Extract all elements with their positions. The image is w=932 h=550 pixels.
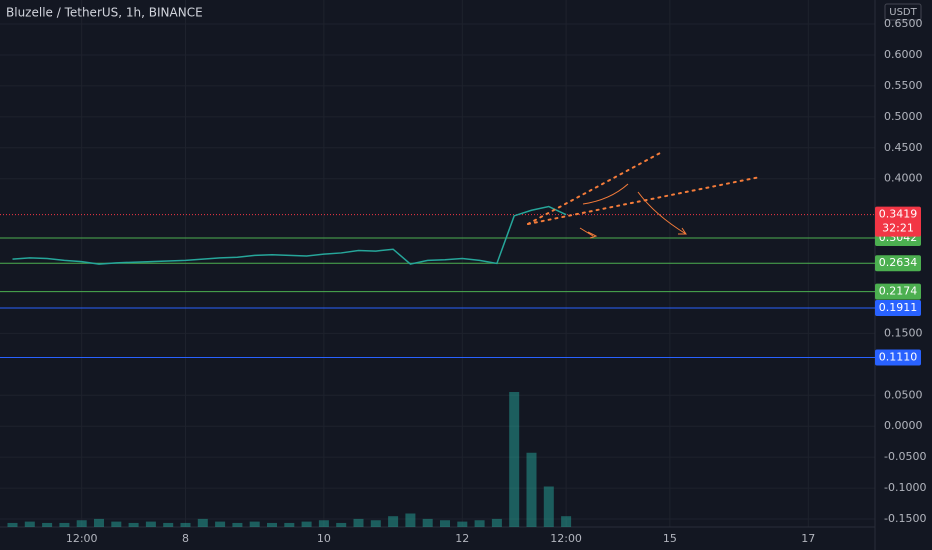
volume-bar xyxy=(267,522,277,527)
volume-bar xyxy=(561,516,572,527)
volume-bar xyxy=(42,522,53,527)
volume-bar xyxy=(353,518,364,527)
volume-bar xyxy=(491,518,502,527)
y-tick-label: 0.6000 xyxy=(884,48,923,61)
y-tick-label: -0.0500 xyxy=(884,450,926,463)
arrow-path xyxy=(579,227,598,239)
level-label: 0.1110 xyxy=(879,351,918,364)
x-tick-label: 10 xyxy=(317,532,331,545)
y-tick-label: 0.0500 xyxy=(884,388,923,401)
volume-bar xyxy=(180,522,191,527)
currency: USDT xyxy=(889,7,917,18)
volume-bar xyxy=(59,522,70,527)
y-tick-label: 0.1500 xyxy=(884,326,923,339)
trend-line xyxy=(527,176,761,225)
volume-bar xyxy=(197,518,208,527)
volume-bar xyxy=(94,518,104,527)
volume-bar xyxy=(422,518,433,527)
trend-line xyxy=(527,151,663,225)
volume-bar xyxy=(301,521,312,527)
y-tick-label: -0.1500 xyxy=(884,512,926,525)
volume-bar xyxy=(232,522,243,527)
x-tick-label: 12:00 xyxy=(550,532,582,545)
level-label: 0.2174 xyxy=(879,285,918,298)
volume-bar xyxy=(145,521,156,527)
volume xyxy=(7,392,572,527)
volume-bar xyxy=(163,522,174,527)
volume-bar xyxy=(543,486,554,527)
arrow-path xyxy=(582,183,629,205)
x-tick-label: 8 xyxy=(182,532,189,545)
x-tick-label: 17 xyxy=(801,532,815,545)
level-badge xyxy=(875,255,921,272)
level-label: 0.1911 xyxy=(879,301,918,314)
volume-bar xyxy=(128,522,139,527)
volume-bar xyxy=(215,521,226,527)
y-tick-label: 0.6500 xyxy=(884,17,923,30)
x-tick-label: 15 xyxy=(663,532,677,545)
volume-bar xyxy=(336,522,347,527)
level-label: 0.2634 xyxy=(879,256,918,269)
y-tick-label: 0.5000 xyxy=(884,110,923,123)
y-tick-label: 0.4500 xyxy=(884,141,923,154)
y-tick-label: 0.4000 xyxy=(884,172,923,185)
volume-bar xyxy=(24,521,35,527)
volume-bar xyxy=(284,522,295,527)
level-badge xyxy=(875,299,921,316)
arrow-path xyxy=(637,191,687,235)
volume-bar xyxy=(457,521,468,527)
x-tick-label: 12 xyxy=(455,532,469,545)
y-tick-label: 0.0000 xyxy=(884,419,923,432)
y-tick-label: -0.1000 xyxy=(884,481,926,494)
current-label: 0.3419 xyxy=(879,208,918,221)
volume-bar xyxy=(111,521,122,527)
volume-bar xyxy=(7,522,18,527)
current-badge xyxy=(875,206,921,237)
currency-badge xyxy=(884,3,922,21)
level-badge xyxy=(875,349,921,366)
volume-bar xyxy=(76,520,87,527)
y-tick-label: 0.5500 xyxy=(884,79,923,92)
price-line xyxy=(12,205,567,265)
symbol-title: Bluzelle / TetherUS, 1h, BINANCE xyxy=(6,6,203,20)
level-badge xyxy=(875,283,921,300)
plot xyxy=(0,205,875,359)
volume-bar xyxy=(370,520,381,527)
drawings xyxy=(527,151,761,239)
volume-bar xyxy=(249,521,260,527)
volume-bar xyxy=(526,452,537,527)
volume-bar xyxy=(388,516,399,527)
volume-bar xyxy=(509,392,520,527)
volume-bar xyxy=(318,520,329,527)
countdown: 32:21 xyxy=(882,222,914,235)
x-tick-label: 12:00 xyxy=(66,532,98,545)
volume-bar xyxy=(440,520,450,527)
volume-bar xyxy=(474,520,485,527)
price-axis: 0.6500 0.6000 0.5500 0.5000 0.4500 0.4000 0.15… xyxy=(875,17,926,525)
volume-bar xyxy=(405,513,416,527)
